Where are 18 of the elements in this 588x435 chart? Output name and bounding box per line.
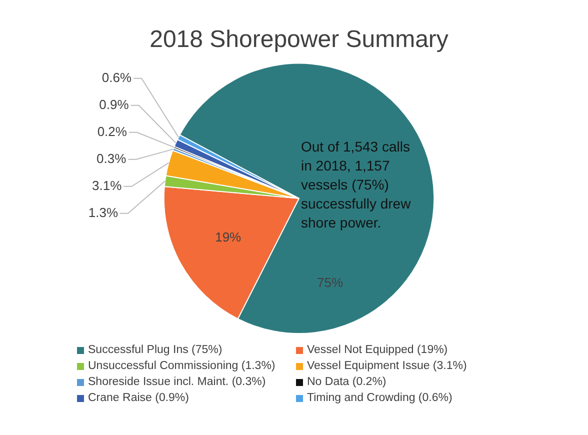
data-label: 0.2%	[97, 124, 128, 139]
text: Out of 1,543 calls in 2018, 1,157 vessels (75%) successfully drew shore power.	[301, 138, 412, 230]
legend-label: Timing and Crowding (0.6%)	[307, 392, 452, 404]
legend-label: Crane Raise (0.9%)	[88, 392, 189, 404]
legend-label: Unsuccessful Commissioning (1.3%)	[88, 360, 276, 372]
legend-label: Shoreside Issue incl. Maint. (0.3%)	[88, 376, 266, 388]
data-label: 19%	[215, 229, 242, 244]
legend-label: Successful Plug Ins (75%)	[88, 344, 222, 356]
data-label: 0.3%	[96, 150, 127, 166]
legend-label: Vessel Equipment Issue (3.1%)	[307, 360, 467, 372]
data-label: 0.6%	[102, 70, 132, 85]
data-label: 75%	[317, 275, 344, 290]
data-label: 3.1%	[92, 178, 122, 193]
chart-title: 2018 Shorepower Summary	[150, 26, 448, 54]
data-label: 1.3%	[88, 204, 118, 220]
legend-label: Vessel Not Equipped (19%)	[307, 344, 448, 356]
legend-label: No Data (0.2%)	[307, 376, 386, 388]
data-label: 0.9%	[99, 96, 130, 112]
